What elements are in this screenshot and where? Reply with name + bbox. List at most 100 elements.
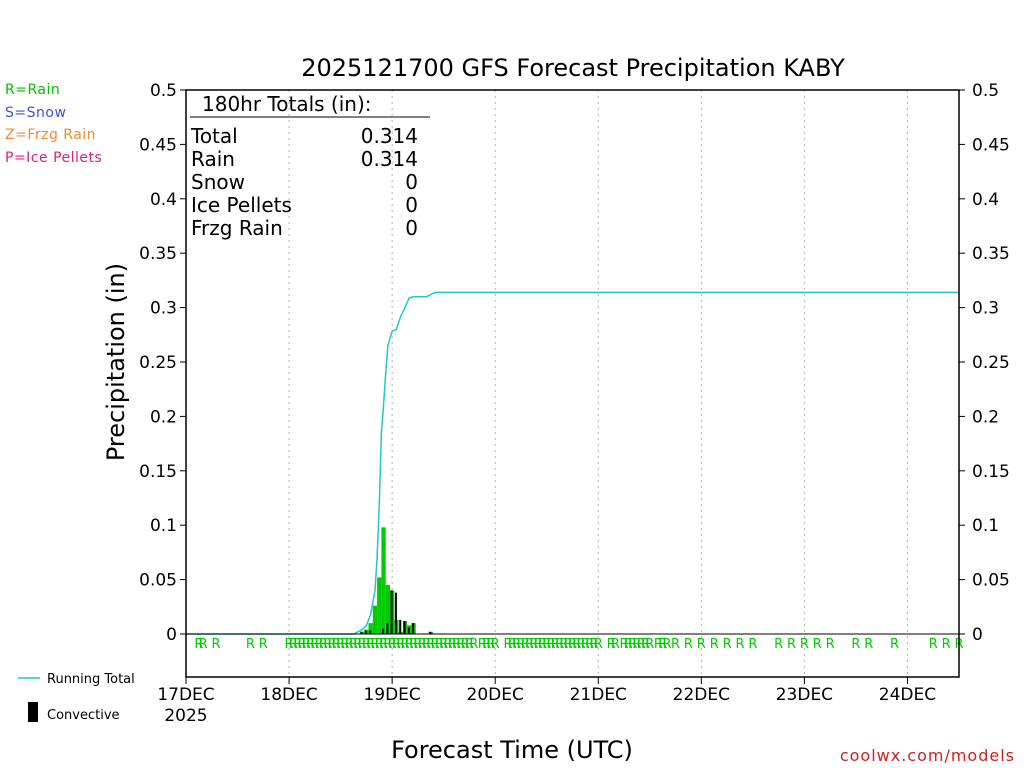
ptype-marker-r: R xyxy=(942,637,951,652)
ptype-marker-r: R xyxy=(327,637,336,652)
convective-bar xyxy=(369,630,372,634)
totals-total-value: 0.314 xyxy=(361,124,418,148)
y-tick-label-right: 0.35 xyxy=(972,244,1010,264)
ptype-marker-r: R xyxy=(628,637,637,652)
ptype-marker-r: R xyxy=(388,637,397,652)
x-tick-label: 20DEC xyxy=(467,685,524,705)
ptype-marker-r: R xyxy=(353,637,362,652)
x-tick-label: 21DEC xyxy=(570,685,627,705)
ptype-marker-r: R xyxy=(662,637,671,652)
totals-rain-value: 0.314 xyxy=(361,147,418,171)
convective-bar xyxy=(394,592,397,634)
convective-swatch xyxy=(28,702,38,722)
running-total-legend-label: Running Total xyxy=(47,672,135,687)
ptype-marker-r: R xyxy=(521,637,530,652)
ptype-marker-r: R xyxy=(319,637,328,652)
ptype-marker-r: R xyxy=(723,637,732,652)
ptype-marker-r: R xyxy=(212,637,221,652)
totals-frzg-rain-label: Frzg Rain xyxy=(191,216,283,240)
ptype-marker-r: R xyxy=(259,637,268,652)
y-tick-label-right: 0.4 xyxy=(972,190,999,210)
ptype-marker-r: R xyxy=(426,637,435,652)
ptype-marker-r: R xyxy=(684,637,693,652)
ptype-markers: RR R R R RRRRRRRRRRRRRRRRRRRRRRRRRRRRRRRRRRR… xyxy=(194,637,963,652)
ptype-marker-r: R xyxy=(293,637,302,652)
ptype-marker-r: R xyxy=(392,637,401,652)
ptype-marker-r: R xyxy=(448,637,457,652)
x-tick-label: 18DEC xyxy=(260,685,317,705)
plot-frame xyxy=(185,89,960,678)
rain-bar xyxy=(372,605,378,634)
totals-total-label: Total xyxy=(190,124,238,148)
totals-frzg-rain-value: 0 xyxy=(405,216,418,240)
convective-bar xyxy=(390,590,393,634)
legend-ice-pellets-key: P=Ice Pellets xyxy=(5,150,103,166)
ptype-marker-r: R xyxy=(564,637,573,652)
ptype-marker-r: R xyxy=(851,637,860,652)
y-tick-label: 0.2 xyxy=(150,407,177,427)
running-total-path xyxy=(186,291,959,635)
ptype-marker-r: R xyxy=(581,637,590,652)
y-axis-label: Precipitation (in) xyxy=(102,263,130,461)
y-tick-label-right: 0.05 xyxy=(972,571,1010,591)
ptype-marker-r: R xyxy=(310,637,319,652)
bars xyxy=(359,527,433,634)
totals-header: 180hr Totals (in): xyxy=(202,92,372,116)
ptype-marker-r: R xyxy=(826,637,835,652)
convective-bar xyxy=(407,627,410,634)
watermark-link[interactable]: coolwx.com/models xyxy=(840,746,1015,765)
ptype-marker-r: R xyxy=(710,637,719,652)
x-tick-label: 24DEC xyxy=(879,685,936,705)
ptype-marker-r: R xyxy=(422,637,431,652)
ptype-marker-r: R xyxy=(529,637,538,652)
ptype-marker-r: R xyxy=(336,637,345,652)
totals-snow-value: 0 xyxy=(405,170,418,194)
totals-rain-label: Rain xyxy=(191,147,235,171)
ptype-marker-r: R xyxy=(306,637,315,652)
ptype-marker-r: R xyxy=(534,637,543,652)
ptype-marker-r: R xyxy=(405,637,414,652)
convective-bar xyxy=(382,628,385,634)
ptype-marker-r: R xyxy=(315,637,324,652)
totals-box: 180hr Totals (in): Total 0.314 Rain 0.31… xyxy=(190,92,430,240)
y-tick-label-right: 0 xyxy=(972,625,983,645)
ptype-marker-r: R xyxy=(624,637,633,652)
grid-lines xyxy=(288,90,908,677)
ptype-marker-r: R xyxy=(486,637,495,652)
ptype-marker-r: R xyxy=(508,637,517,652)
ptype-marker-r: R xyxy=(456,637,465,652)
ptype-marker-r: R xyxy=(349,637,358,652)
y-tick-label-right: 0.45 xyxy=(972,135,1010,155)
ptype-marker-r: R xyxy=(504,637,513,652)
ptype-marker-r: R xyxy=(435,637,444,652)
ptype-marker-r: R xyxy=(589,637,598,652)
x-tick-sublabel: 2025 xyxy=(164,706,207,726)
ptype-marker-r: R xyxy=(697,637,706,652)
ptype-marker-r: R xyxy=(813,637,822,652)
ptype-marker-r: R xyxy=(577,637,586,652)
y-tick-label-right: 0.3 xyxy=(972,299,999,319)
y-tick-label-right: 0.2 xyxy=(972,407,999,427)
ptype-marker-r: R xyxy=(735,637,744,652)
ptype-marker-r: R xyxy=(366,637,375,652)
y-tick-label: 0 xyxy=(166,625,177,645)
convective-bar xyxy=(399,619,402,634)
ptype-marker-r: R xyxy=(864,637,873,652)
ptype-marker-r: R xyxy=(478,637,487,652)
convective-bar xyxy=(403,620,406,634)
ptype-marker-r: R xyxy=(538,637,547,652)
ptype-marker-r: R xyxy=(542,637,551,652)
ptype-marker-r: R xyxy=(443,637,452,652)
rain-bar xyxy=(385,585,390,634)
ptype-marker-r: R xyxy=(482,637,491,652)
ptype-marker-r: R xyxy=(559,637,568,652)
rain-bar xyxy=(377,577,382,634)
ptype-marker-r: R xyxy=(439,637,448,652)
x-tick-label: 22DEC xyxy=(673,685,730,705)
ptype-marker-r: R xyxy=(632,637,641,652)
ptype-marker-r: R xyxy=(594,637,603,652)
y-tick-label-right: 0.5 xyxy=(972,81,999,101)
ptype-marker-r: R xyxy=(641,637,650,652)
ptype-marker-r: R xyxy=(465,637,474,652)
